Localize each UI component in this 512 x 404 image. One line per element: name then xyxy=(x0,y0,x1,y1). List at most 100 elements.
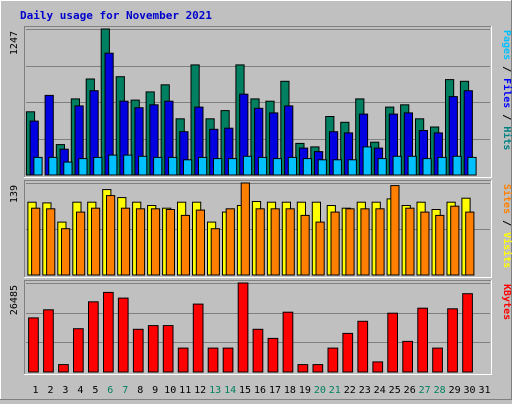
bar-kbytes xyxy=(432,347,443,373)
legend-hits-files-pages: Pages / Files / Hits xyxy=(501,30,512,150)
bar-kbytes xyxy=(192,303,204,373)
day-label: 26 xyxy=(404,385,416,396)
bar-pages xyxy=(33,156,43,176)
day-label: 6 xyxy=(107,385,113,396)
bar-pages xyxy=(183,159,193,176)
bar-sites xyxy=(120,207,131,276)
bar-sites xyxy=(345,208,355,276)
bar-kbytes xyxy=(162,325,174,373)
bar-sites xyxy=(450,205,460,276)
day-label: 30 xyxy=(463,385,475,396)
bar-sites xyxy=(360,208,370,276)
bar-sites xyxy=(76,211,86,276)
day-label: 11 xyxy=(179,385,191,396)
day-label: 14 xyxy=(224,385,236,396)
bar-kbytes xyxy=(267,337,279,373)
bar-sites xyxy=(31,207,41,276)
bar-sites xyxy=(390,185,400,276)
day-label: 28 xyxy=(434,385,446,396)
bar-sites xyxy=(405,207,415,276)
bar-kbytes xyxy=(43,309,54,373)
bar-pages xyxy=(347,159,357,176)
day-label: 17 xyxy=(269,385,281,396)
bar-pages xyxy=(362,146,372,176)
y-max-label: 1247 xyxy=(9,31,20,55)
panel-hits-files-pages: 1247 Pages / Files / Hits xyxy=(9,26,512,178)
day-label: 19 xyxy=(299,385,311,396)
y-max-label: 26485 xyxy=(9,285,20,315)
day-label: 22 xyxy=(344,385,356,396)
bar-sites xyxy=(255,208,265,276)
bar-kbytes xyxy=(447,308,458,373)
day-label: 25 xyxy=(389,385,401,396)
bar-sites xyxy=(435,214,445,276)
bar-sites xyxy=(180,214,191,276)
bar-pages xyxy=(138,155,148,176)
bar-pages xyxy=(48,156,58,176)
bar-kbytes xyxy=(88,301,99,373)
day-label: 13 xyxy=(209,385,221,396)
bar-pages xyxy=(93,156,103,176)
bar-sites xyxy=(330,211,340,276)
bar-kbytes xyxy=(237,282,249,373)
bar-kbytes xyxy=(342,332,354,373)
y-max-label: 139 xyxy=(9,185,20,203)
day-label: 23 xyxy=(359,385,371,396)
panel-kbytes: 26485 KBytes xyxy=(9,280,512,375)
legend-part: Visits xyxy=(501,232,512,268)
bar-pages xyxy=(78,158,88,176)
day-label: 10 xyxy=(164,385,176,396)
bar-pages xyxy=(257,156,268,176)
bar-pages xyxy=(272,158,282,176)
bar-kbytes xyxy=(252,328,264,373)
chart-title: Daily usage for November 2021 xyxy=(20,9,212,22)
bar-sites xyxy=(46,208,56,276)
bar-kbytes xyxy=(372,361,384,373)
bar-pages xyxy=(407,155,417,176)
day-label: 15 xyxy=(239,385,251,396)
bar-pages xyxy=(287,156,297,176)
legend-part: Hits xyxy=(501,126,512,150)
bar-pages xyxy=(377,158,387,176)
bar-kbytes xyxy=(103,291,114,373)
bar-kbytes xyxy=(297,364,309,373)
legend-part: Files xyxy=(501,78,512,108)
day-label: 27 xyxy=(419,385,431,396)
bar-kbytes xyxy=(387,312,398,373)
bar-pages xyxy=(392,155,402,176)
bar-kbytes xyxy=(282,311,294,373)
day-label: 5 xyxy=(92,385,98,396)
bar-sites xyxy=(420,211,430,276)
day-label: 21 xyxy=(329,385,341,396)
bar-pages xyxy=(63,161,73,176)
bar-sites xyxy=(285,208,295,276)
day-label: 29 xyxy=(449,385,461,396)
day-label: 18 xyxy=(284,385,296,396)
bar-pages xyxy=(198,156,208,176)
bar-kbytes xyxy=(462,293,473,373)
day-label: 1 xyxy=(32,385,38,396)
day-label: 3 xyxy=(62,385,68,396)
bar-pages xyxy=(108,154,118,176)
legend-kbytes: KBytes xyxy=(501,284,512,320)
bar-sites xyxy=(300,214,310,276)
bar-kbytes xyxy=(132,328,144,373)
bar-kbytes xyxy=(117,297,129,373)
bar-pages xyxy=(123,154,133,176)
day-label: 24 xyxy=(374,385,386,396)
bar-pages xyxy=(302,158,312,176)
bar-kbytes xyxy=(207,347,219,373)
day-label: 31 xyxy=(478,385,490,396)
bar-kbytes xyxy=(73,328,84,373)
bar-kbytes xyxy=(357,320,369,373)
day-label: 8 xyxy=(137,385,143,396)
bar-pages xyxy=(168,156,178,176)
bar-kbytes xyxy=(327,347,339,373)
legend-part: KBytes xyxy=(501,284,512,320)
day-label: 16 xyxy=(254,385,266,396)
legend-part: / xyxy=(501,214,512,232)
bar-sites xyxy=(315,221,325,276)
bar-sites xyxy=(165,209,176,276)
